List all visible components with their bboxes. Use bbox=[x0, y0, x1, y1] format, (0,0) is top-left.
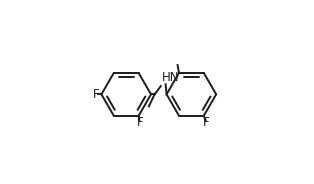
Text: F: F bbox=[203, 116, 210, 129]
Text: F: F bbox=[93, 88, 99, 101]
Text: F: F bbox=[137, 116, 143, 129]
Text: HN: HN bbox=[162, 71, 180, 84]
